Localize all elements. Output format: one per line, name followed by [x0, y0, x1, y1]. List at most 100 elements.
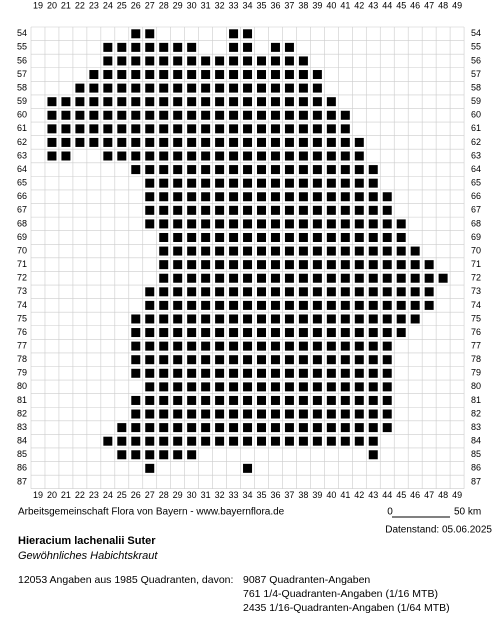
occurrence-square: [201, 70, 211, 80]
occurrence-square: [354, 178, 364, 188]
occurrence-square: [215, 165, 225, 175]
occurrence-square: [340, 273, 350, 283]
row-label: 69: [17, 232, 27, 242]
occurrence-square: [145, 409, 155, 419]
occurrence-square: [173, 450, 183, 460]
occurrence-square: [382, 382, 392, 392]
row-label: 60: [471, 110, 481, 120]
occurrence-square: [229, 70, 239, 80]
occurrence-square: [312, 83, 322, 93]
occurrence-square: [159, 42, 169, 52]
column-label: 20: [47, 0, 57, 10]
occurrence-square: [312, 246, 322, 256]
occurrence-square: [215, 219, 225, 229]
occurrence-square: [298, 287, 308, 297]
occurrence-square: [47, 137, 57, 147]
occurrence-square: [159, 97, 169, 107]
row-label: 79: [17, 368, 27, 378]
occurrence-square: [382, 192, 392, 202]
occurrence-square: [159, 341, 169, 351]
occurrence-square: [368, 409, 378, 419]
row-label: 62: [471, 137, 481, 147]
occurrence-square: [326, 341, 336, 351]
occurrence-square: [47, 151, 57, 161]
occurrence-square: [187, 192, 197, 202]
occurrence-square: [257, 70, 267, 80]
occurrence-square: [159, 246, 169, 256]
occurrence-square: [298, 341, 308, 351]
occurrence-square: [257, 83, 267, 93]
row-label: 84: [471, 436, 481, 446]
occurrence-square: [270, 151, 280, 161]
column-label: 26: [131, 490, 141, 500]
occurrence-square: [131, 42, 141, 52]
occurrence-square: [103, 436, 113, 446]
occurrence-square: [284, 423, 294, 433]
occurrence-square: [47, 110, 57, 120]
occurrence-square: [61, 110, 71, 120]
occurrence-square: [243, 287, 253, 297]
occurrence-square: [215, 137, 225, 147]
occurrence-square: [312, 219, 322, 229]
occurrence-square: [326, 423, 336, 433]
occurrence-square: [173, 436, 183, 446]
column-label: 23: [89, 490, 99, 500]
occurrence-square: [368, 178, 378, 188]
occurrence-square: [326, 409, 336, 419]
occurrence-square: [173, 368, 183, 378]
occurrence-square: [229, 287, 239, 297]
occurrence-square: [187, 423, 197, 433]
occurrence-square: [257, 423, 267, 433]
occurrence-square: [326, 273, 336, 283]
column-label: 35: [256, 490, 266, 500]
occurrence-square: [131, 97, 141, 107]
occurrence-square: [284, 97, 294, 107]
occurrence-square: [270, 314, 280, 324]
occurrence-square: [215, 97, 225, 107]
occurrence-square: [298, 355, 308, 365]
occurrence-square: [298, 70, 308, 80]
occurrence-square: [145, 29, 155, 39]
occurrence-square: [117, 42, 127, 52]
occurrence-square: [159, 192, 169, 202]
row-label: 70: [17, 245, 27, 255]
occurrence-square: [368, 450, 378, 460]
column-label: 31: [201, 490, 211, 500]
occurrence-square: [131, 450, 141, 460]
occurrence-square: [382, 260, 392, 270]
occurrence-square: [89, 97, 99, 107]
occurrence-square: [145, 70, 155, 80]
occurrence-square: [298, 192, 308, 202]
column-label: 40: [326, 490, 336, 500]
row-label: 55: [17, 42, 27, 52]
column-label: 32: [215, 490, 225, 500]
occurrence-square: [326, 395, 336, 405]
occurrence-square: [229, 382, 239, 392]
occurrence-square: [340, 341, 350, 351]
occurrence-square: [257, 137, 267, 147]
column-label: 49: [452, 490, 462, 500]
occurrence-square: [89, 124, 99, 134]
occurrence-square: [215, 341, 225, 351]
occurrence-square: [159, 178, 169, 188]
row-label: 77: [471, 341, 481, 351]
column-label: 41: [340, 490, 350, 500]
occurrence-square: [243, 70, 253, 80]
occurrence-square: [354, 165, 364, 175]
row-label: 78: [471, 354, 481, 364]
occurrence-square: [312, 341, 322, 351]
occurrence-square: [270, 232, 280, 242]
occurrence-square: [312, 328, 322, 338]
occurrence-square: [396, 260, 406, 270]
column-label: 33: [229, 0, 239, 10]
occurrence-square: [284, 219, 294, 229]
row-label: 80: [471, 381, 481, 391]
occurrence-square: [145, 382, 155, 392]
occurrence-square: [284, 300, 294, 310]
occurrence-square: [243, 314, 253, 324]
occurrence-square: [298, 423, 308, 433]
occurrence-square: [187, 328, 197, 338]
occurrence-square: [201, 83, 211, 93]
occurrence-square: [89, 83, 99, 93]
occurrence-square: [284, 137, 294, 147]
